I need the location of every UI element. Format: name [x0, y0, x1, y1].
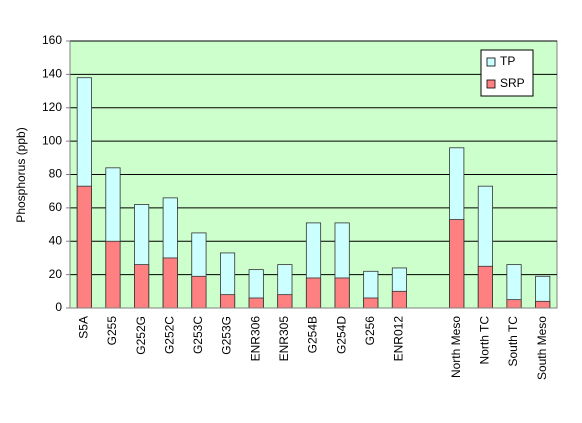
- y-tick-label: 0: [55, 300, 62, 314]
- y-tick-label: 40: [49, 233, 63, 247]
- bar: [191, 275, 207, 309]
- legend-label: TP: [500, 54, 515, 68]
- x-tick-label: G254B: [306, 316, 320, 353]
- legend-label: SRP: [500, 76, 525, 90]
- y-tick-label: 140: [42, 67, 62, 81]
- bar: [219, 294, 236, 309]
- y-tick-label: 20: [49, 267, 63, 281]
- y-tick-label: 80: [49, 167, 63, 181]
- bar: [535, 300, 551, 309]
- legend-swatch: [486, 79, 496, 89]
- y-tick-label: 60: [49, 200, 63, 214]
- bar: [363, 297, 379, 309]
- bar: [105, 240, 121, 309]
- x-tick-label: G256: [363, 316, 377, 346]
- x-tick-label: G254D: [334, 316, 348, 354]
- bar: [506, 299, 522, 309]
- x-tick-label: G252G: [134, 316, 148, 355]
- x-tick-label: ENR305: [277, 316, 291, 362]
- y-axis-label: Phosphorus (ppb): [14, 127, 28, 222]
- x-tick-label: South Meso: [535, 316, 549, 380]
- x-tick-label: G252C: [162, 316, 176, 354]
- legend-swatch: [486, 57, 496, 67]
- x-tick-label: North TC: [478, 316, 492, 365]
- x-tick-label: North Meso: [449, 316, 463, 378]
- bar: [391, 290, 408, 309]
- bar: [277, 294, 293, 309]
- bar: [248, 297, 264, 309]
- bar: [162, 257, 178, 309]
- bar: [334, 277, 350, 309]
- bar: [76, 185, 92, 309]
- x-tick-label: G253C: [191, 316, 205, 354]
- bar: [477, 265, 493, 309]
- y-tick-label: 160: [42, 33, 62, 47]
- x-tick-label: G253G: [220, 316, 234, 355]
- x-tick-label: South TC: [506, 316, 520, 367]
- x-tick-label: ENR306: [248, 316, 262, 362]
- x-tick-label: G255: [105, 316, 119, 346]
- bar: [449, 219, 465, 309]
- x-tick-label: S5A: [76, 316, 90, 339]
- bar: [134, 264, 150, 309]
- y-tick-label: 100: [42, 133, 62, 147]
- bar: [305, 277, 322, 309]
- y-tick-label: 120: [42, 100, 62, 114]
- x-tick-label: ENR012: [392, 316, 406, 362]
